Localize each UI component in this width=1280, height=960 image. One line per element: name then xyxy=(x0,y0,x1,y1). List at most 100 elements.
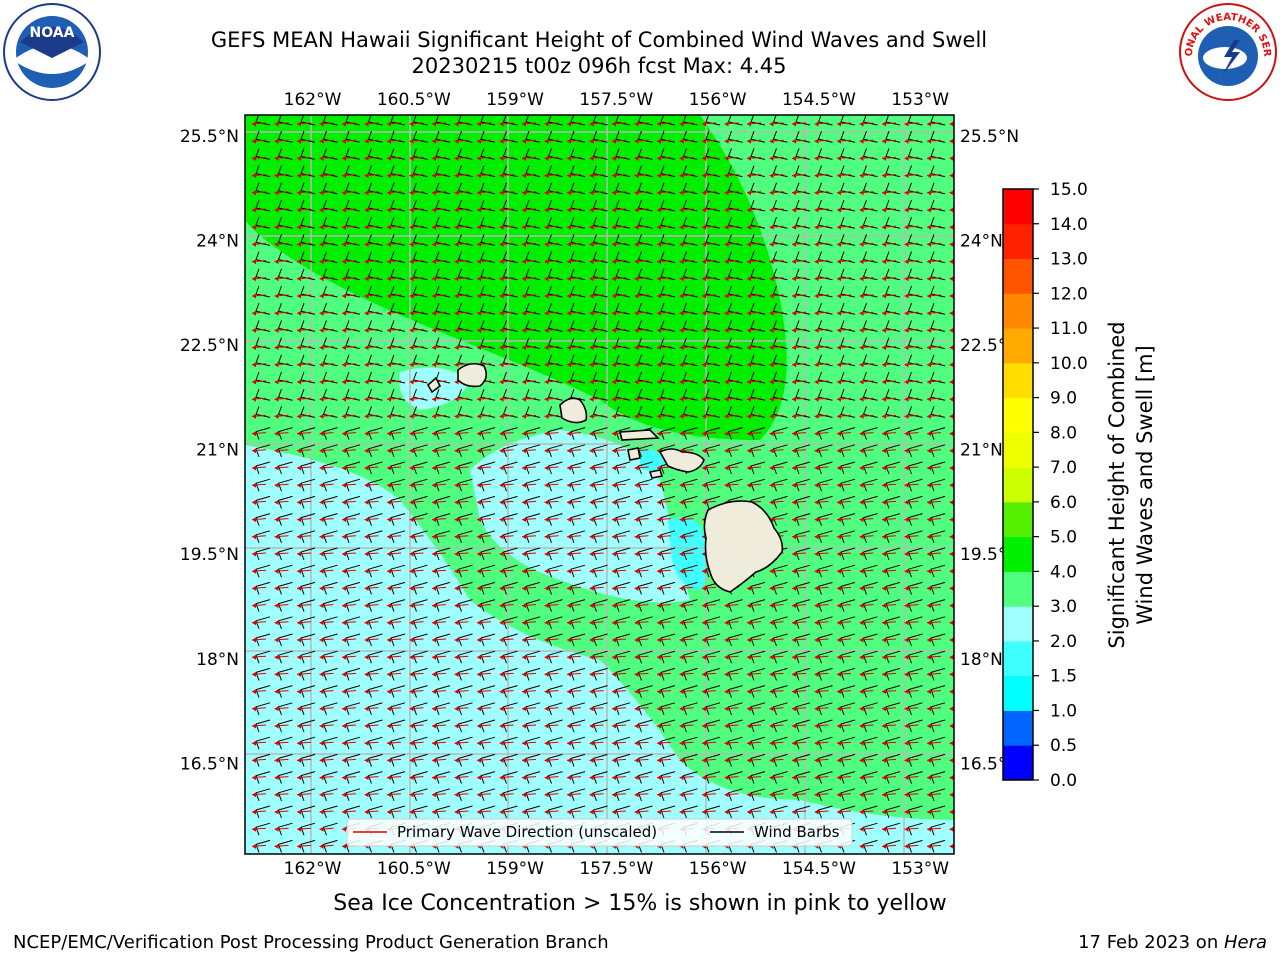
wave-arrow xyxy=(364,190,379,196)
wave-arrow xyxy=(701,345,717,351)
colorbar-swatch xyxy=(1003,293,1033,329)
nws-logo-icon: NATIONAL WEATHER SERVICE xyxy=(1178,2,1277,101)
wave-arrow xyxy=(589,138,604,144)
wave-arrow xyxy=(881,190,897,196)
wave-arrow xyxy=(319,138,334,144)
wind-barb xyxy=(953,119,954,123)
wave-arrow xyxy=(454,224,469,230)
wave-arrow xyxy=(341,431,357,437)
wave-arrow xyxy=(679,138,694,144)
wave-arrow xyxy=(521,121,537,127)
wave-arrow xyxy=(791,259,807,265)
wave-arrow xyxy=(881,173,897,179)
wave-arrow xyxy=(679,241,694,247)
wave-arrow xyxy=(791,310,807,316)
wave-arrow xyxy=(836,413,852,419)
wave-arrow xyxy=(499,259,514,265)
wave-arrow xyxy=(814,155,829,161)
wave-arrow xyxy=(769,207,784,213)
wave-arrow xyxy=(769,121,784,127)
wave-arrow xyxy=(364,207,379,213)
wave-arrow xyxy=(521,207,537,213)
colorbar-swatch xyxy=(1003,501,1033,538)
wave-arrow xyxy=(769,276,784,282)
wave-arrow xyxy=(791,121,807,127)
wave-arrow xyxy=(724,259,739,265)
wave-arrow xyxy=(251,327,267,333)
wave-arrow xyxy=(949,345,954,351)
wave-arrow xyxy=(386,327,402,333)
wave-arrow xyxy=(926,259,942,265)
wave-arrow xyxy=(409,138,424,144)
wave-arrow xyxy=(476,138,492,144)
wave-arrow xyxy=(724,327,739,333)
wave-arrow xyxy=(724,121,739,127)
wave-arrow xyxy=(386,362,402,368)
wave-arrow xyxy=(904,413,919,419)
chart-title: GEFS MEAN Hawaii Significant Height of C… xyxy=(210,28,988,52)
lon-label: 159°W xyxy=(486,90,544,110)
wind-barb xyxy=(953,792,954,796)
wave-arrow xyxy=(656,224,672,230)
wave-arrow xyxy=(746,327,762,333)
wave-arrow xyxy=(566,121,582,127)
wave-arrow xyxy=(836,327,852,333)
wave-arrow xyxy=(791,173,807,179)
wave-arrow xyxy=(769,224,784,230)
wave-arrow xyxy=(881,327,897,333)
wind-barb xyxy=(953,620,954,624)
wave-arrow xyxy=(364,362,379,368)
wave-arrow xyxy=(701,396,717,402)
wave-arrow xyxy=(499,173,514,179)
wave-arrow xyxy=(791,190,807,196)
wave-arrow xyxy=(364,413,379,419)
wave-arrow xyxy=(409,276,424,282)
colorbar-tick-label: 8.0 xyxy=(1050,423,1077,443)
wave-arrow xyxy=(859,413,874,419)
lon-label: 157.5°W xyxy=(579,859,653,879)
lat-label: 16.5°N xyxy=(180,754,239,774)
wave-arrow xyxy=(274,224,289,230)
wave-arrow xyxy=(949,327,954,333)
wave-arrow xyxy=(589,241,604,247)
wave-arrow xyxy=(341,259,357,265)
wave-arrow xyxy=(251,413,267,419)
wind-barb xyxy=(953,499,954,504)
wave-arrow xyxy=(454,276,469,282)
wave-arrow xyxy=(949,362,954,368)
wave-arrow xyxy=(746,138,762,144)
wave-arrow xyxy=(589,207,604,213)
wave-arrow xyxy=(836,379,852,385)
wave-arrow xyxy=(319,293,334,299)
colorbar-tick-label: 4.0 xyxy=(1050,562,1077,582)
wave-arrow xyxy=(454,207,469,213)
wave-arrow xyxy=(566,155,582,161)
wave-arrow xyxy=(611,241,627,247)
wave-arrow xyxy=(656,362,672,368)
colorbar-tick-label: 5.0 xyxy=(1050,528,1077,548)
wave-arrow xyxy=(409,362,424,368)
colorbar-ticks: 0.0 0.5 1.0 1.5 2.0 3.0 4.0 5.0 6.0 7.0 8.0 9.0 10.0… xyxy=(1033,180,1088,791)
wave-arrow xyxy=(499,345,514,351)
wave-arrow xyxy=(949,207,954,213)
wave-arrow xyxy=(926,207,942,213)
wave-arrow xyxy=(904,224,919,230)
wave-arrow xyxy=(634,327,649,333)
wind-barb xyxy=(953,256,954,261)
wave-arrow xyxy=(724,310,739,316)
wave-arrow xyxy=(454,138,469,144)
wave-arrow xyxy=(274,207,289,213)
wave-arrow xyxy=(904,138,919,144)
wave-arrow xyxy=(454,241,469,247)
wave-arrow xyxy=(589,155,604,161)
wave-arrow xyxy=(904,345,919,351)
wave-arrow xyxy=(431,413,447,419)
wind-barb xyxy=(953,809,954,813)
wave-arrow xyxy=(521,276,537,282)
wave-arrow xyxy=(274,190,289,196)
wind-barb xyxy=(953,170,954,175)
wave-arrow xyxy=(881,155,897,161)
wave-arrow xyxy=(386,379,402,385)
wave-arrow xyxy=(386,259,402,265)
wave-arrow xyxy=(701,327,717,333)
